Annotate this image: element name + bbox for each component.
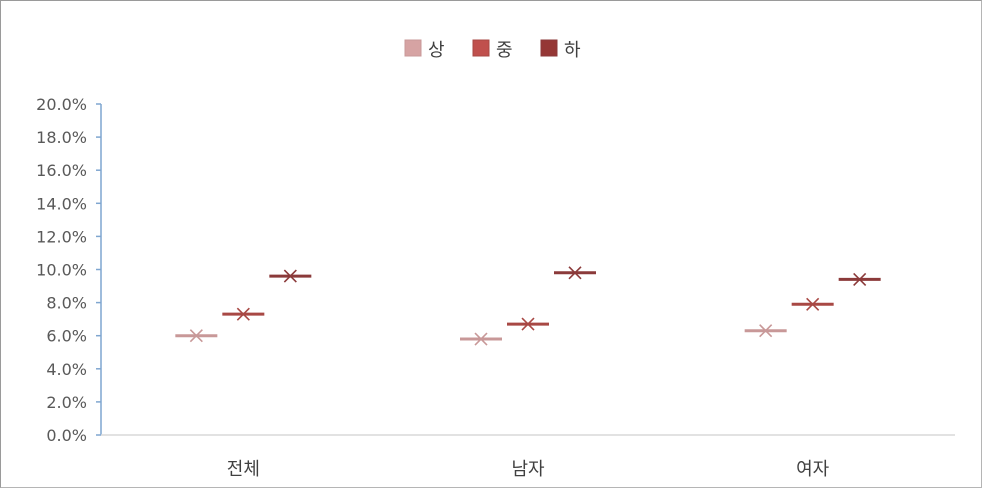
y-tick-label: 2.0% — [46, 393, 87, 412]
x-category-label: 전체 — [227, 459, 260, 480]
legend-label-2: 중 — [496, 40, 513, 61]
y-tick-label: 8.0% — [46, 294, 87, 313]
y-tick-label: 16.0% — [36, 161, 87, 180]
legend-swatch-2 — [472, 39, 490, 57]
data-point-1 — [744, 324, 787, 338]
y-tick-label: 12.0% — [36, 227, 87, 246]
data-point-x-marker — [189, 329, 203, 343]
y-axis: 0.0% 2.0% 4.0% 6.0% 8.0% 10.0% 12.0% 14.0% 16.0%… — [36, 95, 102, 445]
data-point-x-marker — [283, 269, 297, 283]
x-category-label: 여자 — [796, 459, 830, 480]
legend-label-1: 상 — [428, 40, 445, 61]
data-point-x-marker — [521, 317, 535, 331]
legend-label-3: 하 — [564, 40, 581, 61]
data-point-3 — [554, 266, 596, 280]
data-point-x-marker — [568, 266, 582, 280]
x-category-label: 남자 — [511, 459, 545, 480]
data-point-2 — [507, 317, 549, 331]
data-point-x-marker — [806, 297, 820, 311]
y-tick-label: 20.0% — [36, 95, 87, 114]
data-point-3 — [838, 272, 881, 286]
data-point-x-marker — [236, 307, 250, 321]
y-tick-label: 6.0% — [46, 327, 87, 346]
y-tick-label: 14.0% — [36, 194, 87, 213]
data-point-1 — [175, 329, 218, 343]
data-marks — [175, 266, 881, 346]
data-point-3 — [269, 269, 312, 283]
data-point-x-marker — [474, 332, 488, 346]
legend-swatch-3 — [540, 39, 558, 57]
y-tick-label: 10.0% — [36, 261, 87, 280]
y-tick-label: 0.0% — [46, 426, 87, 445]
x-axis: 전체 남자 여자 — [101, 434, 955, 480]
data-point-2 — [222, 307, 265, 321]
data-point-x-marker — [853, 272, 867, 286]
y-tick-label: 4.0% — [46, 360, 87, 379]
data-point-1 — [460, 332, 502, 346]
data-point-2 — [791, 297, 834, 311]
data-point-x-marker — [759, 324, 773, 338]
legend-swatch-1 — [404, 39, 422, 57]
y-tick-label: 18.0% — [36, 128, 87, 147]
